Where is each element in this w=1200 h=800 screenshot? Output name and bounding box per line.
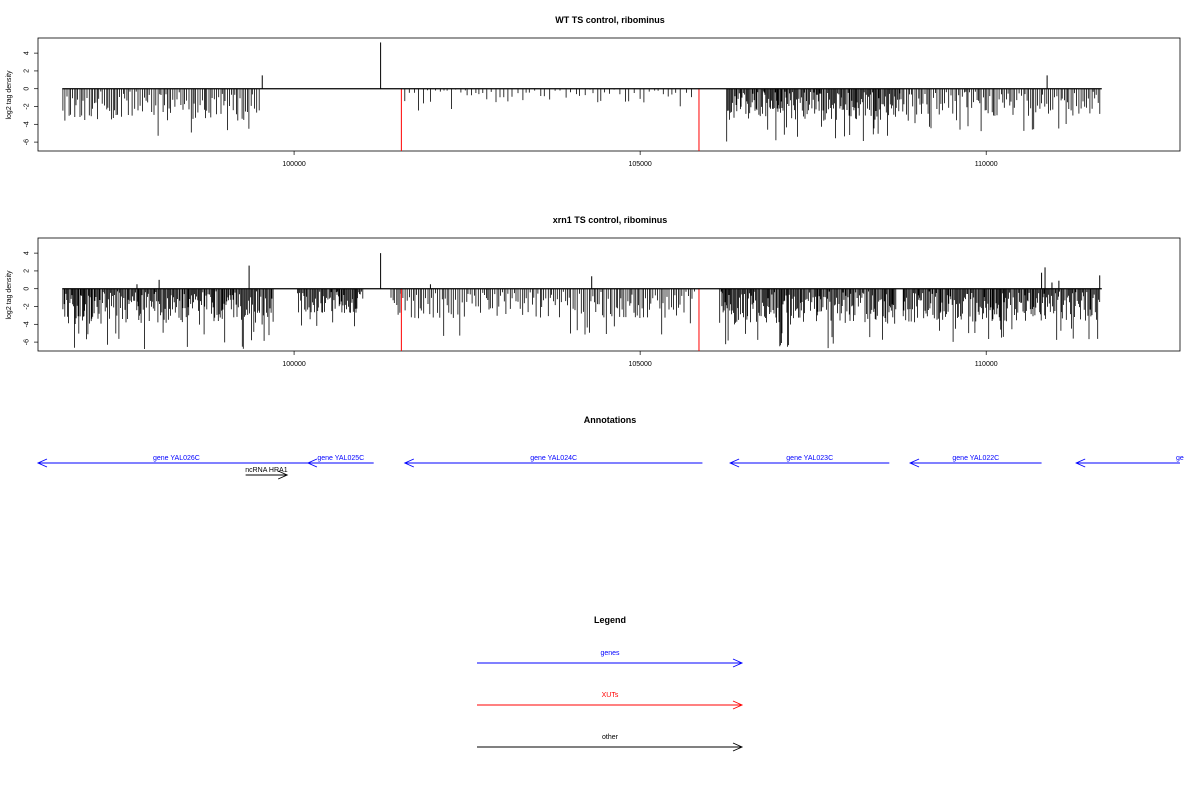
annotation-label: gene YAL026C bbox=[153, 455, 200, 462]
annotation-arrow-head bbox=[1075, 458, 1086, 468]
legend-title: Legend bbox=[594, 615, 626, 625]
y-tick-label: -2 bbox=[24, 303, 31, 309]
annotation-label: gene YAL025C bbox=[317, 455, 364, 462]
annotation-tracks: gene YAL026C ncRNA HRA1 gene YAL025C gene Y… bbox=[36, 455, 1184, 480]
plot-frame bbox=[37, 237, 1181, 352]
y-tick-label: -6 bbox=[24, 339, 31, 345]
annotation-label: ge bbox=[1176, 455, 1184, 462]
annotation-label: gene YAL024C bbox=[530, 455, 577, 462]
x-tick-label: 105000 bbox=[628, 161, 651, 168]
annotation-label: gene YAL023C bbox=[786, 455, 833, 462]
annotation-arrow-head bbox=[36, 458, 48, 468]
annotation-arrow-head bbox=[908, 458, 920, 468]
y-tick-label: -6 bbox=[24, 139, 31, 145]
legend-label: XUTs bbox=[602, 692, 619, 699]
x-tick-label: 100000 bbox=[282, 361, 305, 368]
annotations-title: Annotations bbox=[584, 415, 637, 425]
x-tick-label: 100000 bbox=[282, 161, 305, 168]
wt-plot-area: -6 -4 -2 0 2 4 100000 105000 110000 bbox=[24, 37, 1181, 168]
wt-panel-ylabel: log2 tag density bbox=[6, 70, 13, 120]
annotation-arrow-head bbox=[729, 458, 740, 468]
legend-panel: Legend genes XUTs other bbox=[477, 615, 744, 752]
y-tick-label: 2 bbox=[24, 69, 31, 73]
x-tick-label: 105000 bbox=[628, 361, 651, 368]
legend-arrow-head bbox=[732, 742, 744, 752]
x-tick-label: 110000 bbox=[975, 361, 998, 368]
xrn1-plot-area: -6 -4 -2 0 2 4 100000 105000 110000 bbox=[24, 237, 1181, 368]
y-tick-label: -4 bbox=[24, 121, 31, 127]
y-tick-label: 2 bbox=[24, 269, 31, 273]
y-tick-label: 0 bbox=[24, 287, 31, 291]
annotation-label: gene YAL022C bbox=[952, 455, 999, 462]
annotation-arrow-head bbox=[403, 458, 415, 468]
xrn1-panel-title: xrn1 TS control, ribominus bbox=[553, 215, 668, 225]
plot-frame bbox=[37, 37, 1181, 152]
legend-arrow-head bbox=[732, 658, 744, 668]
xrn1-panel-ylabel: log2 tag density bbox=[6, 270, 13, 320]
wt-panel: WT TS control, ribominus log2 tag densit… bbox=[6, 15, 1181, 168]
y-tick-label: -4 bbox=[24, 321, 31, 327]
x-tick-label: 110000 bbox=[975, 161, 998, 168]
y-tick-label: -2 bbox=[24, 103, 31, 109]
xrn1-panel: xrn1 TS control, ribominus log2 tag dens… bbox=[6, 215, 1181, 368]
annotation-label: ncRNA HRA1 bbox=[245, 467, 288, 474]
legend-label: genes bbox=[600, 650, 620, 657]
annotation-arrow-head bbox=[277, 470, 289, 480]
wt-panel-title: WT TS control, ribominus bbox=[555, 15, 665, 25]
legend-arrow-head bbox=[732, 700, 744, 710]
y-tick-label: 0 bbox=[24, 87, 31, 91]
y-tick-label: 4 bbox=[24, 51, 31, 55]
y-tick-label: 4 bbox=[24, 251, 31, 255]
legend-label: other bbox=[602, 734, 619, 741]
legend-items: genes XUTs other bbox=[477, 650, 744, 752]
annotation-arrow-head bbox=[306, 458, 318, 468]
